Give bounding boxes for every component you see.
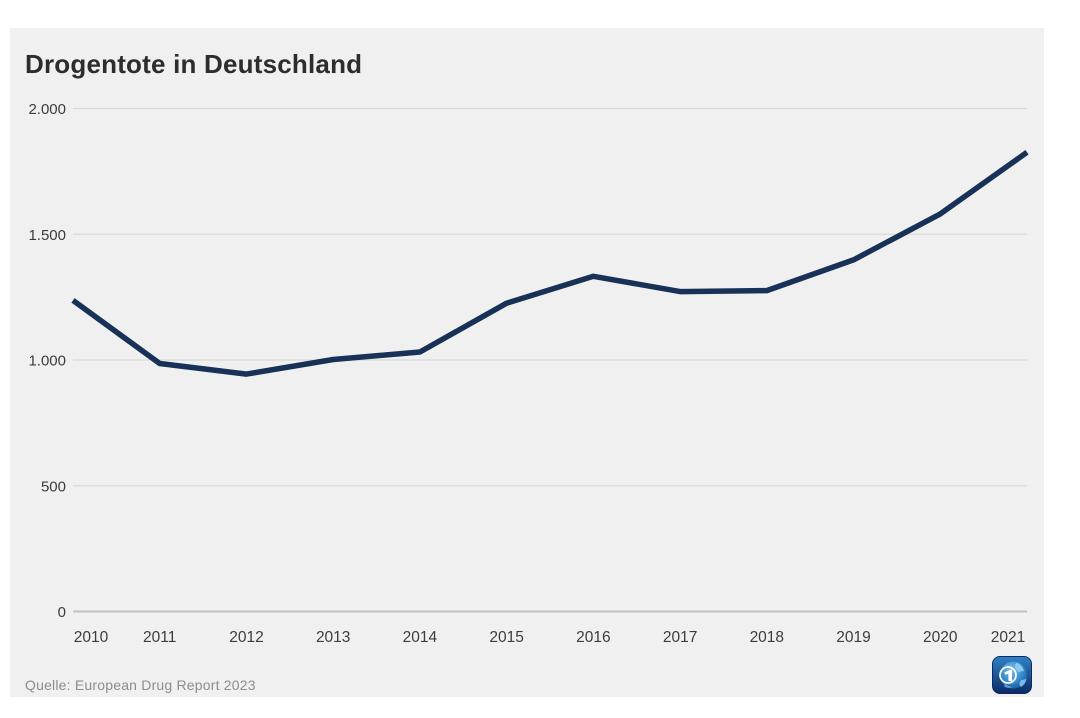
x-tick-label: 2010	[74, 629, 109, 646]
tagesschau-logo-icon	[992, 656, 1032, 694]
x-tick-label: 2014	[403, 629, 438, 646]
x-tick-label: 2020	[923, 629, 958, 646]
x-tick-label: 2013	[316, 629, 350, 646]
chart-card: Drogentote in Deutschland 0 500 1.000 1.500…	[10, 28, 1044, 697]
line-chart: 0 500 1.000 1.500 2.000 2010 2011 2012 2013 2014 2…	[28, 101, 1029, 646]
y-tick-label: 1.000	[28, 353, 66, 370]
x-tick-label: 2021	[991, 629, 1025, 646]
tagesschau-logo	[992, 656, 1032, 694]
x-tick-label: 2016	[576, 629, 610, 646]
x-tick-label: 2012	[229, 629, 263, 646]
x-tick-label: 2017	[663, 629, 697, 646]
y-tick-label: 500	[41, 478, 66, 495]
x-tick-label: 2015	[489, 629, 523, 646]
x-tick-label: 2019	[836, 629, 870, 646]
chart-title: Drogentote in Deutschland	[25, 49, 363, 79]
y-tick-label: 2.000	[28, 101, 66, 118]
source-caption: Quelle: European Drug Report 2023	[25, 677, 256, 693]
y-tick-label: 0	[58, 604, 66, 621]
x-tick-label: 2018	[750, 629, 784, 646]
x-tick-label: 2011	[143, 629, 176, 646]
data-series-line	[71, 150, 1029, 377]
y-tick-label: 1.500	[28, 227, 66, 244]
